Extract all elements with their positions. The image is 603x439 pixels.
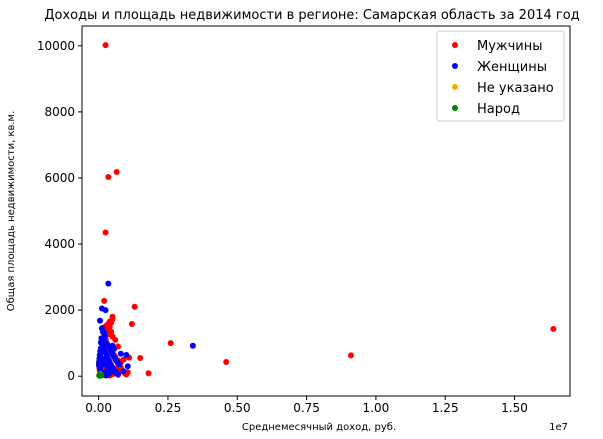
y-axis: 0 2000 4000 6000 8000 10000 xyxy=(37,39,82,383)
data-point xyxy=(137,355,144,362)
x-tick-label: 0.75 xyxy=(293,401,320,415)
y-axis-label: Общая площадь недвижимости, кв.м. xyxy=(6,111,17,312)
y-tick-label: 4000 xyxy=(44,237,75,251)
x-tick-label: 0.50 xyxy=(224,401,251,415)
chart-title: Доходы и площадь недвижимости в регионе:… xyxy=(44,8,579,23)
x-tick-label: 0.25 xyxy=(155,401,182,415)
x-tick-label: 1.00 xyxy=(363,401,390,415)
y-tick-label: 8000 xyxy=(44,105,75,119)
x-tick-label: 1.50 xyxy=(501,401,528,415)
legend-marker xyxy=(452,105,458,111)
data-point xyxy=(97,317,104,324)
data-point xyxy=(101,361,108,368)
x-axis: 0.00 0.25 0.50 0.75 1.00 1.25 1.50 xyxy=(85,396,528,415)
data-point xyxy=(109,316,116,323)
data-point xyxy=(145,370,152,377)
data-point xyxy=(101,333,108,340)
legend-label: Мужчины xyxy=(477,39,543,54)
data-point xyxy=(98,372,105,379)
legend-marker xyxy=(452,42,458,48)
y-tick-label: 6000 xyxy=(44,171,75,185)
data-point xyxy=(189,342,196,349)
data-point xyxy=(102,229,109,236)
legend-label: Народ xyxy=(477,102,520,117)
legend-box xyxy=(436,30,565,122)
data-point xyxy=(113,169,120,176)
x-axis-offset-label: 1e7 xyxy=(549,422,568,433)
x-tick-label: 0.00 xyxy=(85,401,112,415)
data-point xyxy=(102,42,109,49)
data-point xyxy=(101,297,108,304)
y-tick-label: 10000 xyxy=(37,39,75,53)
plot-frame xyxy=(81,25,571,397)
legend-marker xyxy=(452,63,458,69)
y-tick-label: 0 xyxy=(67,369,75,383)
data-point xyxy=(99,328,106,335)
data-point xyxy=(550,325,557,332)
data-point xyxy=(117,350,124,357)
points-layer xyxy=(95,42,557,379)
data-point xyxy=(100,356,107,362)
data-point xyxy=(128,320,135,327)
data-point xyxy=(223,358,230,365)
data-point xyxy=(112,336,119,343)
x-axis-label: Среднемесячный доход, руб. xyxy=(242,422,396,433)
data-point xyxy=(347,352,354,359)
x-tick-label: 1.25 xyxy=(432,401,459,415)
legend-label: Женщины xyxy=(477,60,547,75)
data-point xyxy=(110,346,117,353)
data-point xyxy=(105,173,112,180)
data-point xyxy=(116,361,123,368)
data-point xyxy=(167,340,174,347)
data-point xyxy=(102,307,109,314)
y-tick-label: 2000 xyxy=(44,303,75,317)
legend: Мужчины Женщины Не указано Народ xyxy=(436,30,565,122)
data-point xyxy=(115,371,122,378)
data-point xyxy=(124,363,131,370)
data-point xyxy=(105,365,112,372)
legend-marker xyxy=(452,84,458,90)
data-point xyxy=(131,303,138,310)
legend-label: Не указано xyxy=(477,81,554,96)
data-point xyxy=(105,280,112,287)
data-point xyxy=(120,368,127,375)
data-point xyxy=(123,352,130,359)
